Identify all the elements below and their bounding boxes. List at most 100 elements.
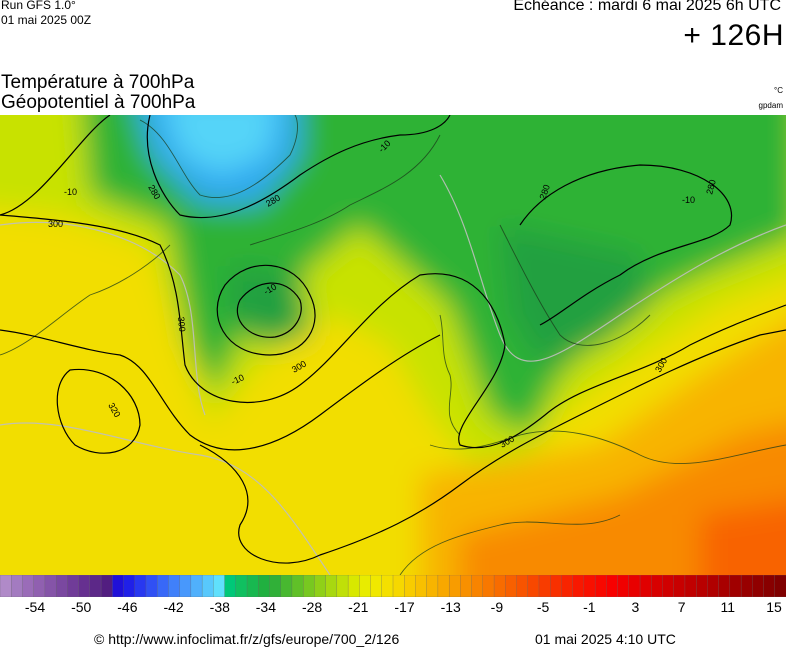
colorbar-swatch bbox=[516, 574, 529, 598]
colorbar-swatches bbox=[0, 574, 786, 598]
colorbar-swatch bbox=[336, 574, 349, 598]
isotherm-lines bbox=[0, 174, 786, 575]
colorbar-swatch bbox=[55, 574, 68, 598]
colorbar-swatch bbox=[550, 574, 562, 598]
unit-geopotential: gpdam bbox=[758, 101, 783, 110]
contour-label: -10 bbox=[230, 372, 246, 387]
colorbar-swatch bbox=[33, 574, 46, 598]
forecast-valid-time: Echéance : mardi 6 mai 2025 6h UTC bbox=[513, 0, 781, 14]
colorbar-swatch bbox=[594, 574, 607, 598]
colorbar-swatch bbox=[774, 574, 786, 598]
run-title: Run GFS 1.0° bbox=[1, 0, 76, 12]
colorbar-swatch bbox=[606, 574, 619, 598]
colorbar-swatch bbox=[157, 574, 169, 598]
colorbar-tick-label: -1 bbox=[583, 599, 596, 615]
colorbar-swatch bbox=[505, 574, 517, 598]
colorbar-tick-label: -54 bbox=[24, 599, 46, 615]
colorbar-swatch bbox=[246, 574, 259, 598]
colorbar-tick-label: -13 bbox=[440, 599, 461, 615]
geopotential-contours bbox=[0, 115, 786, 564]
colorbar-swatch bbox=[415, 574, 428, 598]
coastlines bbox=[0, 115, 786, 575]
colorbar-swatch bbox=[538, 574, 551, 598]
run-date: 01 mai 2025 00Z bbox=[1, 13, 92, 27]
colorbar-swatch bbox=[347, 574, 360, 598]
source-url: © http://www.infoclimat.fr/z/gfs/europe/… bbox=[94, 631, 400, 647]
colorbar-swatch bbox=[729, 574, 742, 598]
colorbar-swatch bbox=[572, 574, 585, 598]
colorbar-tick-label: -5 bbox=[536, 599, 550, 615]
colorbar-swatch bbox=[471, 574, 484, 598]
colorbar-swatch bbox=[426, 574, 439, 598]
colorbar-tick-label: -28 bbox=[301, 599, 323, 615]
colorbar-swatch bbox=[696, 574, 708, 598]
unit-temperature: °C bbox=[774, 86, 783, 95]
colorbar-swatch bbox=[561, 574, 574, 598]
colorbar-tick-label: 3 bbox=[631, 599, 640, 615]
colorbar-swatch bbox=[370, 574, 383, 598]
generated-timestamp: 01 mai 2025 4:10 UTC bbox=[535, 631, 676, 647]
contour-label: -10 bbox=[682, 195, 695, 205]
colorbar-swatch bbox=[673, 574, 686, 598]
colorbar-tick-label: -9 bbox=[490, 599, 504, 615]
colorbar-tick-label: -34 bbox=[255, 599, 277, 615]
colorbar-tick-label: 15 bbox=[766, 599, 782, 615]
map-title-geopotential: Géopotentiel à 700hPa bbox=[1, 92, 196, 113]
colorbar-swatch bbox=[224, 574, 237, 598]
contour-label: -10 bbox=[64, 187, 77, 197]
colorbar-swatch bbox=[78, 574, 91, 598]
map-canvas: 280 280 280 280 300 300 300 300 300 320 … bbox=[0, 115, 786, 575]
colorbar-swatch bbox=[258, 574, 270, 598]
colorbar-swatch bbox=[190, 574, 203, 598]
contour-label: 280 bbox=[704, 178, 718, 195]
colorbar-swatch bbox=[437, 574, 450, 598]
colorbar-swatch bbox=[707, 574, 720, 598]
colorbar-swatch bbox=[740, 574, 753, 598]
colorbar-swatch bbox=[145, 574, 158, 598]
colorbar-swatch bbox=[123, 574, 136, 598]
colorbar-swatch bbox=[651, 574, 663, 598]
contour-label-group: 280 280 280 280 300 300 300 300 300 320 … bbox=[48, 138, 718, 450]
colorbar-tick-label: -46 bbox=[117, 599, 138, 615]
colorbar-swatch bbox=[628, 574, 641, 598]
colorbar-swatch bbox=[325, 574, 338, 598]
colorbar-labels: -54 -50 -46 -42 -38 -34 -28 -21 -17 -13 -9 -5 -1 3 7 11… bbox=[0, 599, 786, 617]
colorbar-swatch bbox=[213, 574, 226, 598]
colorbar-swatch bbox=[639, 574, 652, 598]
colorbar-swatch bbox=[617, 574, 630, 598]
colorbar-swatch bbox=[67, 574, 80, 598]
colorbar-swatch bbox=[269, 574, 282, 598]
colorbar-swatch bbox=[404, 574, 416, 598]
colorbar-swatch bbox=[100, 574, 113, 598]
colorbar-tick-label: -42 bbox=[163, 599, 184, 615]
contour-label: 300 bbox=[48, 219, 63, 229]
colorbar-swatch bbox=[381, 574, 394, 598]
colorbar-swatch bbox=[392, 574, 405, 598]
colorbar-swatch bbox=[493, 574, 506, 598]
colorbar-swatch bbox=[11, 574, 23, 598]
colorbar-swatch bbox=[763, 574, 776, 598]
colorbar-swatch bbox=[89, 574, 102, 598]
colorbar-swatch bbox=[359, 574, 371, 598]
colorbar-swatch bbox=[583, 574, 596, 598]
colorbar-swatch bbox=[662, 574, 675, 598]
map-title-temperature: Température à 700hPa bbox=[1, 72, 195, 93]
colorbar-swatch bbox=[280, 574, 293, 598]
colorbar-tick-label: -38 bbox=[209, 599, 230, 615]
weather-map: 280 280 280 280 300 300 300 300 300 320 … bbox=[0, 115, 786, 575]
colorbar-swatch bbox=[527, 574, 540, 598]
colorbar-swatch bbox=[201, 574, 214, 598]
colorbar-swatch bbox=[684, 574, 697, 598]
colorbar-swatch bbox=[44, 574, 57, 598]
colorbar-swatch bbox=[718, 574, 731, 598]
colorbar-tick-label: 11 bbox=[720, 599, 736, 615]
colorbar-swatch bbox=[168, 574, 181, 598]
colorbar-swatch bbox=[179, 574, 192, 598]
colorbar-swatch bbox=[314, 574, 327, 598]
colorbar-swatch bbox=[112, 574, 124, 598]
colorbar-swatch bbox=[482, 574, 495, 598]
colorbar-swatch bbox=[22, 574, 35, 598]
colorbar-swatch bbox=[752, 574, 764, 598]
colorbar-swatch bbox=[460, 574, 473, 598]
colorbar-swatch bbox=[448, 574, 461, 598]
